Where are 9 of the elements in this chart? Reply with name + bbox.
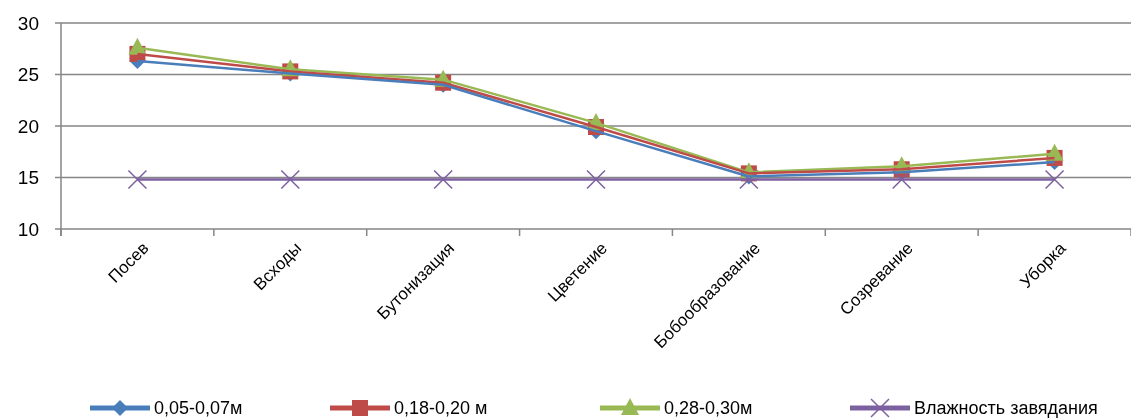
y-tick-label: 20 [17, 115, 39, 137]
y-tick-label: 15 [17, 167, 39, 189]
y-tick-label: 10 [17, 218, 39, 240]
y-tick-label: 25 [17, 64, 39, 86]
y-tick-label: 30 [17, 12, 39, 34]
legend-label: 0,18-0,20 м [394, 398, 488, 419]
legend-label: 0,28-0,30м [664, 398, 753, 419]
legend-label: 0,05-0,07м [154, 398, 243, 419]
legend-label: Влажность завядания [914, 398, 1098, 419]
